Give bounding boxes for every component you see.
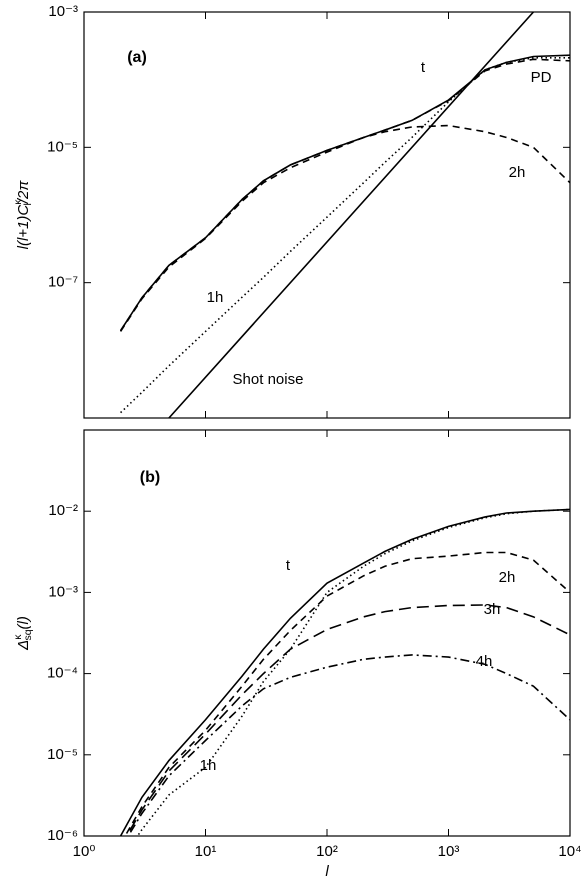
y-axis-label-part: (l): [15, 616, 32, 629]
y-tick-label: 10⁻²: [48, 502, 78, 519]
y-axis-label: Δκsq(l): [12, 616, 34, 651]
series-line: [136, 508, 570, 836]
y-tick-label: 10⁻⁴: [47, 665, 78, 682]
x-tick-label: 10³: [438, 843, 460, 860]
y-tick-label: 10⁻⁵: [47, 138, 78, 155]
x-tick-label: 10⁴: [558, 843, 581, 860]
x-tick-label: 10⁰: [73, 843, 96, 860]
series-line: [168, 12, 535, 418]
series-line: [119, 54, 570, 332]
series-label: 3h: [484, 601, 501, 618]
y-tick-label: 10⁻⁶: [47, 827, 78, 844]
y-axis-label: l(l+1)Cκl/2π: [12, 180, 34, 250]
series-label: 2h: [499, 569, 516, 586]
panel-label: (b): [140, 469, 160, 486]
series-label: 2h: [509, 164, 526, 181]
y-tick-label: 10⁻³: [48, 583, 78, 600]
y-tick-label: 10⁻⁷: [48, 274, 78, 291]
series-label: PD: [531, 69, 552, 86]
series-line: [120, 57, 570, 414]
y-axis-label-part: sq: [22, 629, 34, 640]
series-line: [119, 58, 570, 332]
series-label: 1h: [207, 289, 224, 306]
series-label: 1h: [200, 757, 217, 774]
y-tick-label: 10⁻³: [48, 3, 78, 20]
panel-label: (a): [127, 49, 147, 66]
series-label: Shot noise: [233, 371, 304, 388]
series-label: 4h: [476, 653, 493, 670]
y-axis-label-part: Δ: [15, 640, 32, 651]
series-label: t: [421, 59, 426, 76]
y-axis-label-part: κ: [12, 634, 24, 640]
x-tick-label: 10¹: [195, 843, 217, 860]
series-line: [125, 604, 570, 836]
series-line: [119, 124, 570, 332]
x-tick-label: 10²: [316, 843, 338, 860]
y-axis-label-part: l: [22, 203, 34, 205]
series-line: [124, 551, 570, 836]
plot-frame: [83, 429, 571, 837]
y-axis-label-part: /2π: [15, 180, 32, 205]
y-tick-label: 10⁻⁵: [47, 746, 78, 763]
y-axis-label-part: l(l+1)C: [15, 205, 32, 250]
series-label: t: [286, 557, 291, 574]
x-axis-label: l: [325, 863, 329, 880]
y-axis-label-part: κ: [12, 199, 24, 205]
plot-frame: [83, 11, 571, 419]
